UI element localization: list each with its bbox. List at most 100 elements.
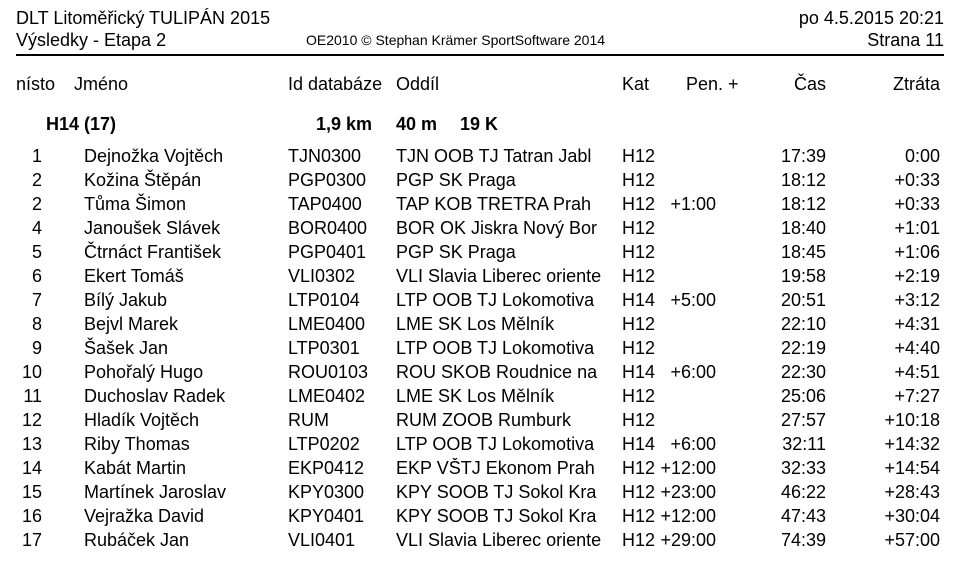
cell-club: PGP SK Praga [396, 170, 616, 191]
cell-club: LME SK Los Mělník [396, 386, 616, 407]
cell-pen: +5:00 [670, 290, 716, 311]
cell-name: Vejražka David [84, 506, 204, 527]
cell-kat: H12 [622, 530, 655, 551]
col-time: Čas [794, 74, 826, 95]
cell-name: Dejnožka Vojtěch [84, 146, 223, 167]
cell-club: LTP OOB TJ Lokomotiva [396, 338, 616, 359]
cell-name: Kožina Štěpán [84, 170, 201, 191]
cell-name: Šašek Jan [84, 338, 168, 359]
cell-loss: +30:04 [884, 506, 940, 527]
cell-kat: H12 [622, 218, 655, 239]
cell-pen: +12:00 [660, 458, 716, 479]
cell-kat: H12 [622, 170, 655, 191]
column-headers: nísto Jméno Id databáze Oddíl Kat Pen. +… [16, 74, 944, 104]
cell-kat: H12 [622, 194, 655, 215]
cell-id: VLI0302 [288, 266, 355, 287]
cell-place: 2 [32, 194, 42, 215]
cell-club: TAP KOB TRETRA Prah [396, 194, 616, 215]
cell-loss: +10:18 [884, 410, 940, 431]
table-row: 16Vejražka DavidKPY0401KPY SOOB TJ Sokol… [16, 506, 944, 530]
table-row: 10Pohořalý HugoROU0103ROU SKOB Roudnice … [16, 362, 944, 386]
cell-time: 17:39 [781, 146, 826, 167]
col-loss: Ztráta [893, 74, 940, 95]
cell-loss: +14:54 [884, 458, 940, 479]
table-row: 7Bílý JakubLTP0104LTP OOB TJ LokomotivaH… [16, 290, 944, 314]
cell-club: RUM ZOOB Rumburk [396, 410, 616, 431]
table-row: 14Kabát MartinEKP0412EKP VŠTJ Ekonom Pra… [16, 458, 944, 482]
table-row: 11Duchoslav RadekLME0402LME SK Los Mělní… [16, 386, 944, 410]
cell-place: 7 [32, 290, 42, 311]
col-name: Jméno [74, 74, 128, 95]
cell-id: TAP0400 [288, 194, 362, 215]
cell-loss: +28:43 [884, 482, 940, 503]
cell-place: 6 [32, 266, 42, 287]
cell-kat: H12 [622, 314, 655, 335]
cell-kat: H12 [622, 482, 655, 503]
cell-place: 13 [22, 434, 42, 455]
cell-id: EKP0412 [288, 458, 364, 479]
cell-time: 74:39 [781, 530, 826, 551]
cell-loss: +14:32 [884, 434, 940, 455]
table-row: 2Kožina ŠtěpánPGP0300PGP SK PragaH1218:1… [16, 170, 944, 194]
cell-id: LME0402 [288, 386, 365, 407]
cell-id: BOR0400 [288, 218, 367, 239]
cell-club: EKP VŠTJ Ekonom Prah [396, 458, 616, 479]
cell-name: Martínek Jaroslav [84, 482, 226, 503]
cell-loss: +57:00 [884, 530, 940, 551]
cell-place: 8 [32, 314, 42, 335]
cell-club: LTP OOB TJ Lokomotiva [396, 290, 616, 311]
cell-club: KPY SOOB TJ Sokol Kra [396, 482, 616, 503]
cell-name: Pohořalý Hugo [84, 362, 203, 383]
cell-name: Hladík Vojtěch [84, 410, 199, 431]
category-climb: 40 m [396, 114, 437, 135]
cell-id: LME0400 [288, 314, 365, 335]
cell-id: ROU0103 [288, 362, 368, 383]
cell-pen: +6:00 [670, 362, 716, 383]
cell-pen: +12:00 [660, 506, 716, 527]
cell-time: 19:58 [781, 266, 826, 287]
results-table: 1Dejnožka VojtěchTJN0300TJN OOB TJ Tatra… [16, 146, 944, 554]
cell-place: 2 [32, 170, 42, 191]
cell-time: 22:30 [781, 362, 826, 383]
cell-place: 12 [22, 410, 42, 431]
col-place: nísto [16, 74, 55, 95]
cell-time: 20:51 [781, 290, 826, 311]
table-row: 9Šašek JanLTP0301LTP OOB TJ LokomotivaH1… [16, 338, 944, 362]
cell-place: 10 [22, 362, 42, 383]
cell-place: 5 [32, 242, 42, 263]
cell-kat: H12 [622, 506, 655, 527]
cell-name: Bílý Jakub [84, 290, 167, 311]
cell-time: 32:33 [781, 458, 826, 479]
cell-kat: H12 [622, 386, 655, 407]
cell-kat: H12 [622, 338, 655, 359]
cell-id: LTP0301 [288, 338, 360, 359]
cell-time: 22:10 [781, 314, 826, 335]
cell-id: VLI0401 [288, 530, 355, 551]
table-row: 13Riby ThomasLTP0202LTP OOB TJ Lokomotiv… [16, 434, 944, 458]
cell-time: 46:22 [781, 482, 826, 503]
cell-loss: +4:40 [894, 338, 940, 359]
cell-loss: +0:33 [894, 194, 940, 215]
cell-loss: +7:27 [894, 386, 940, 407]
cell-pen: +6:00 [670, 434, 716, 455]
page-header: DLT Litoměřický TULIPÁN 2015 Výsledky - … [16, 8, 944, 56]
cell-kat: H14 [622, 290, 655, 311]
cell-name: Bejvl Marek [84, 314, 178, 335]
cell-loss: 0:00 [905, 146, 940, 167]
cell-club: BOR OK Jiskra Nový Bor [396, 218, 616, 239]
results-page: DLT Litoměřický TULIPÁN 2015 Výsledky - … [0, 0, 960, 562]
cell-place: 17 [22, 530, 42, 551]
cell-id: KPY0401 [288, 506, 364, 527]
cell-time: 22:19 [781, 338, 826, 359]
cell-time: 47:43 [781, 506, 826, 527]
cell-club: VLI Slavia Liberec oriente [396, 266, 616, 287]
cell-loss: +1:01 [894, 218, 940, 239]
table-row: 4Janoušek SlávekBOR0400BOR OK Jiskra Nov… [16, 218, 944, 242]
col-id: Id databáze [288, 74, 382, 95]
category-controls: 19 K [460, 114, 498, 135]
software-credit: OE2010 © Stephan Krämer SportSoftware 20… [306, 32, 605, 48]
cell-club: LME SK Los Mělník [396, 314, 616, 335]
cell-club: LTP OOB TJ Lokomotiva [396, 434, 616, 455]
cell-club: PGP SK Praga [396, 242, 616, 263]
cell-place: 11 [23, 386, 42, 407]
